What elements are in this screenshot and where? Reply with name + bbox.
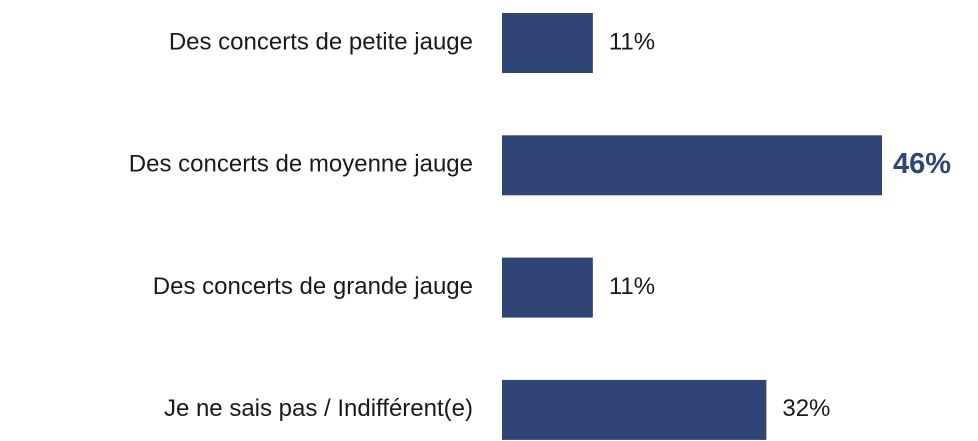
category-label: Des concerts de petite jauge (169, 28, 473, 55)
category-label: Des concerts de grande jauge (153, 273, 473, 300)
category-label: Je ne sais pas / Indifférent(e) (164, 395, 473, 422)
value-label: 11% (609, 273, 655, 300)
bar (502, 379, 767, 440)
category-label: Des concerts de moyenne jauge (129, 151, 473, 178)
value-label: 32% (782, 395, 830, 422)
value-label: 46% (893, 148, 951, 180)
value-label: 11% (609, 28, 655, 55)
bar (502, 13, 593, 73)
bar (502, 135, 882, 196)
bar (502, 257, 593, 318)
